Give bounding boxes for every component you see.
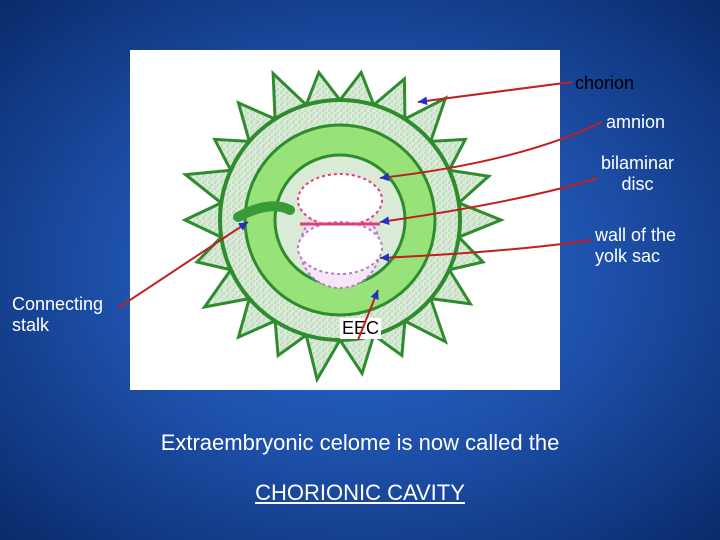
figure-frame: EEC (130, 50, 560, 390)
slide: EEC chorion amnion bilaminardisc wall of… (0, 0, 720, 540)
label-chorion: chorion (575, 73, 634, 94)
eec-label: EEC (340, 318, 381, 339)
label-amnion: amnion (606, 112, 665, 133)
label-bilaminar: bilaminardisc (601, 153, 674, 194)
yolk-cavity (298, 222, 382, 274)
label-connecting-stalk: Connectingstalk (12, 294, 103, 335)
caption-line-2: CHORIONIC CAVITY (0, 480, 720, 506)
label-yolk: wall of theyolk sac (595, 225, 676, 266)
caption-line-1: Extraembryonic celome is now called the (0, 430, 720, 456)
amniotic-cavity (298, 174, 382, 226)
embryo-diagram (130, 50, 560, 390)
